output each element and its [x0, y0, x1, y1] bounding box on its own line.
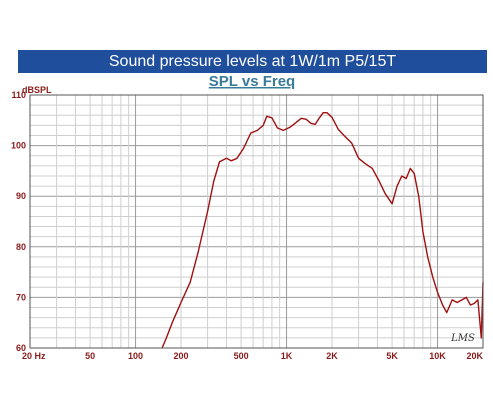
x-tick-label: 2K: [326, 351, 338, 361]
y-axis-label: dBSPL: [22, 85, 52, 95]
x-tick-label: 50: [85, 351, 95, 361]
x-tick-label: 5K: [386, 351, 398, 361]
x-tick-label: 500: [234, 351, 249, 361]
y-tick-label: 70: [16, 292, 26, 302]
y-tick-label: 100: [11, 141, 26, 151]
x-tick-labels: 20 Hz 50 100 200 500 1K 2K 5K 10K 20K: [22, 351, 483, 361]
chart-banner: Sound pressure levels at 1W/1m P5/15T: [18, 50, 487, 73]
x-tick-label: 100: [128, 351, 143, 361]
spl-curve: [161, 111, 484, 349]
y-tick-label: 60: [16, 343, 26, 353]
plot-frame: [29, 94, 484, 349]
lms-watermark: LMS: [450, 333, 475, 344]
chart-title: SPL vs Freq: [209, 73, 295, 90]
y-tick-label: 80: [16, 242, 26, 252]
x-tick-label: 20 Hz: [22, 351, 46, 361]
series-group: [161, 111, 484, 349]
y-tick-labels: 60 70 80 90 100 110: [11, 90, 26, 353]
grid: [29, 94, 484, 349]
x-tick-label: 20K: [466, 351, 483, 361]
x-tick-label: 1K: [281, 351, 293, 361]
x-tick-label: 10K: [429, 351, 446, 361]
y-tick-label: 90: [16, 191, 26, 201]
x-tick-label: 200: [173, 351, 188, 361]
y-tick-label: 110: [11, 90, 26, 100]
